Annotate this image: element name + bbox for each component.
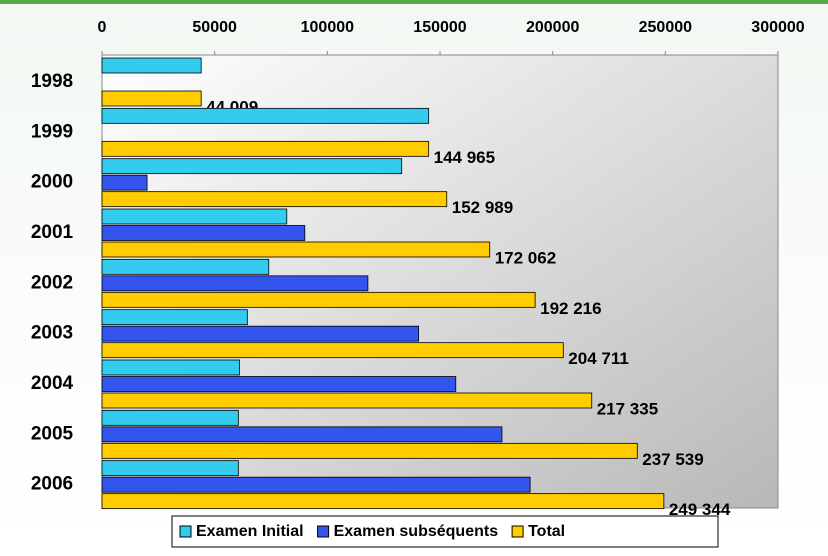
data-label: 152 989	[452, 198, 513, 217]
bar	[101, 258, 270, 275]
bar	[101, 392, 593, 409]
bar	[101, 57, 202, 74]
data-label: 204 711	[568, 349, 629, 368]
x-tick-label: 150000	[413, 19, 466, 36]
bar	[101, 107, 430, 124]
data-label: 144 965	[434, 148, 495, 167]
legend-box	[171, 515, 719, 548]
x-tick-label: 50000	[192, 19, 237, 36]
legend-swatch	[179, 525, 192, 538]
legend-label: Examen subséquents	[334, 523, 499, 540]
y-tick-label: 2006	[31, 474, 73, 495]
top-rule	[0, 0, 828, 4]
y-tick-label: 2002	[31, 272, 73, 293]
bar	[101, 309, 248, 326]
legend-label: Examen Initial	[196, 523, 304, 540]
bar	[101, 442, 638, 459]
bar	[101, 275, 369, 292]
bar	[101, 460, 239, 477]
x-tick-label: 250000	[639, 19, 692, 36]
bar	[101, 140, 430, 157]
y-tick-label: 1999	[31, 121, 73, 142]
bar	[101, 409, 239, 426]
x-tick-label: 100000	[301, 19, 354, 36]
data-label: 217 335	[597, 399, 658, 418]
bar	[101, 158, 403, 175]
y-tick-label: 2003	[31, 323, 73, 344]
bar	[101, 225, 306, 241]
bar	[101, 325, 419, 342]
legend-label: Total	[528, 523, 565, 540]
bar	[101, 208, 288, 225]
data-label: 237 539	[642, 450, 703, 469]
bar	[101, 191, 448, 208]
bar	[101, 342, 564, 359]
x-tick-label: 200000	[526, 19, 579, 36]
bar	[101, 426, 503, 443]
bar	[101, 241, 491, 258]
bar	[101, 493, 665, 510]
y-tick-label: 2001	[31, 222, 74, 243]
data-label: 249 344	[669, 500, 731, 519]
y-tick-label: 2005	[31, 423, 74, 444]
y-tick-label: 1998	[31, 71, 73, 92]
bar	[101, 376, 457, 392]
data-label: 192 216	[540, 299, 601, 318]
x-tick-label: 300000	[751, 19, 804, 36]
data-label: 172 062	[495, 248, 556, 267]
y-tick-label: 2000	[31, 172, 73, 193]
bar	[101, 90, 202, 107]
bar	[101, 476, 531, 493]
x-tick-label: 0	[98, 19, 107, 36]
bar	[101, 291, 536, 308]
bar	[101, 174, 148, 191]
y-tick-label: 2004	[31, 373, 74, 394]
legend-swatch	[511, 525, 524, 538]
legend-swatch	[317, 525, 330, 538]
bar	[101, 359, 240, 376]
